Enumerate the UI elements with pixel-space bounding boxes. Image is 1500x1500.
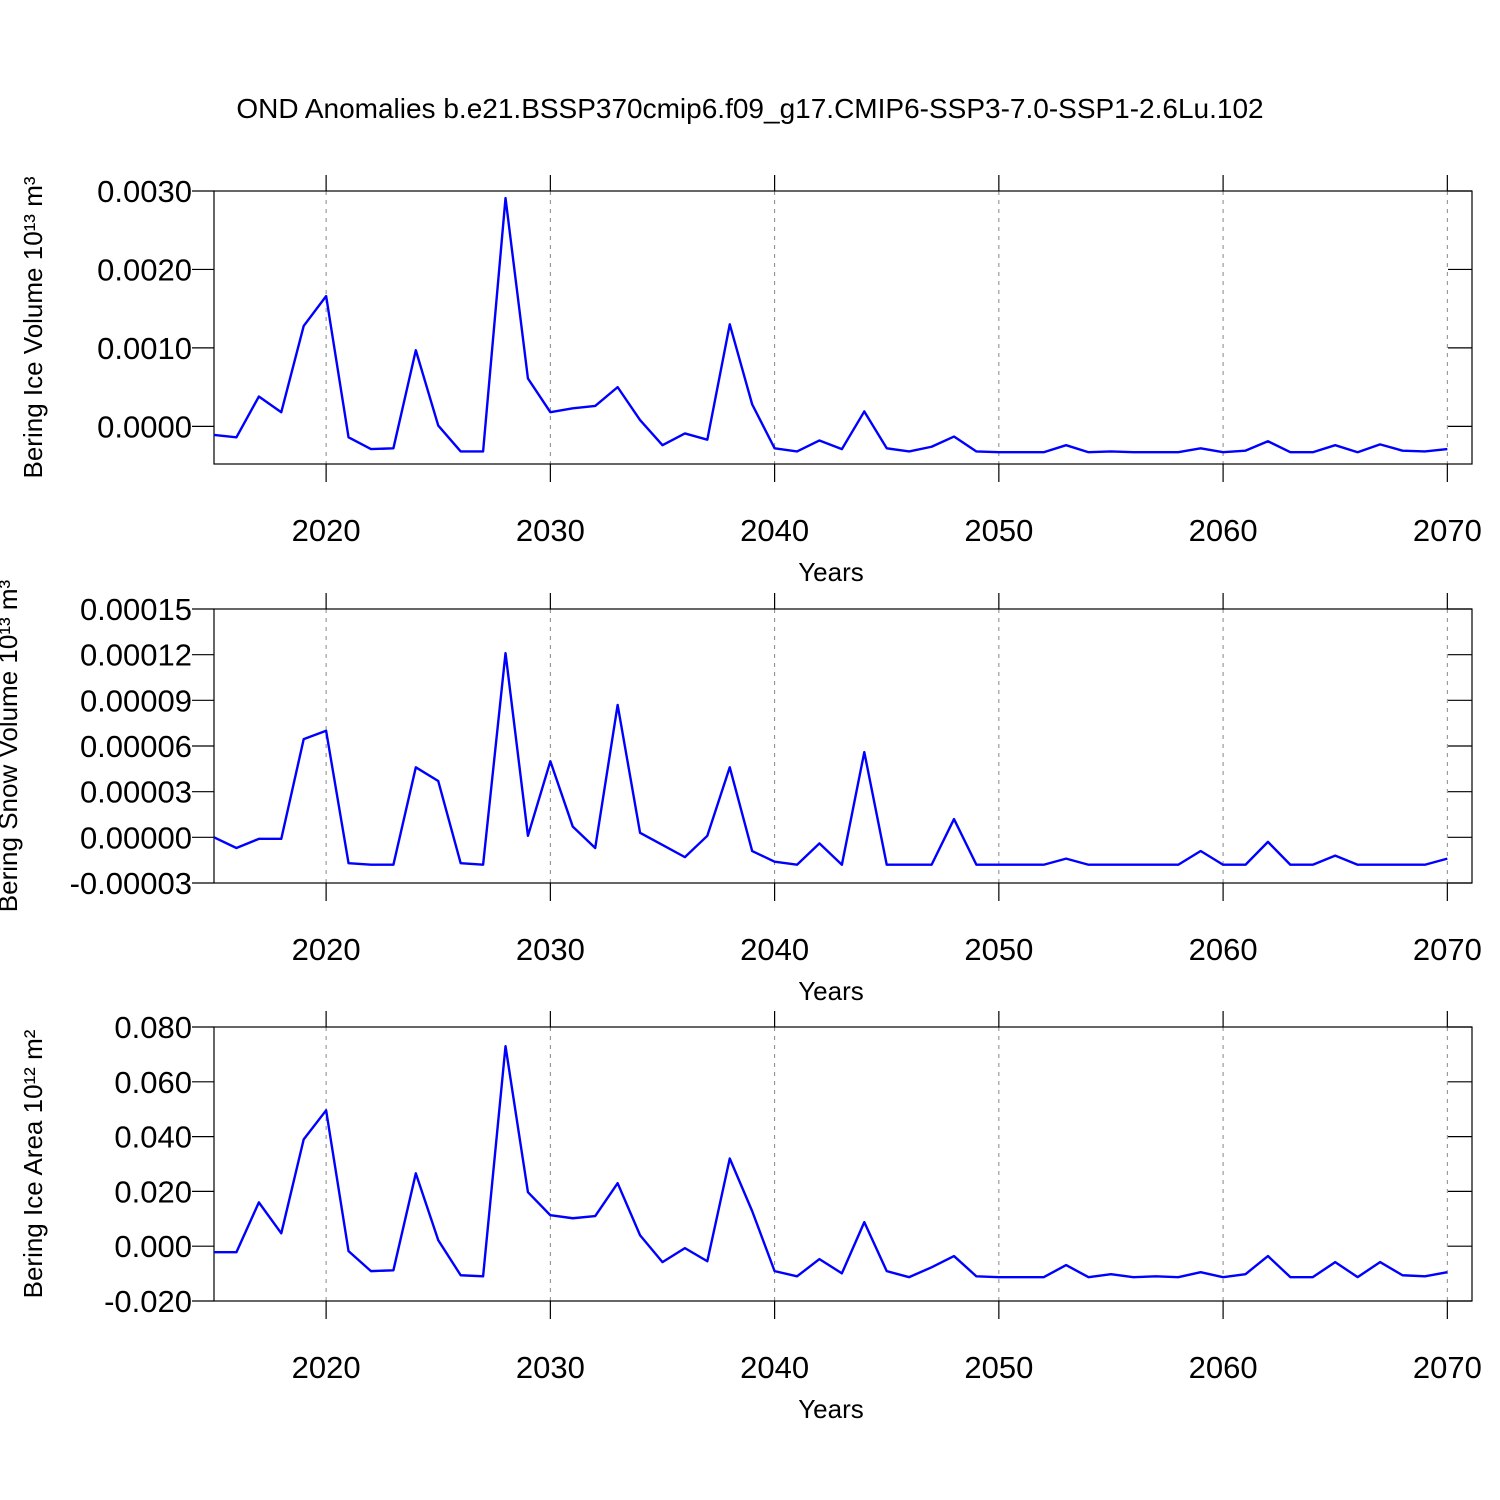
x-tick-label: 2070: [1413, 513, 1482, 548]
y-tick-label: 0.020: [114, 1174, 192, 1209]
plot-frame: [213, 190, 1473, 465]
x-tick-label: 2070: [1413, 1350, 1482, 1385]
y-tick-label: 0.040: [114, 1120, 192, 1155]
x-axis-label: Years: [798, 557, 864, 587]
x-tick-label: 2040: [740, 932, 809, 967]
y-tick-label: -0.020: [104, 1284, 192, 1319]
y-tick-label: 0.00012: [80, 638, 192, 673]
y-tick-label: 0.000: [114, 1229, 192, 1264]
panel: 2020 2030 2040 2050 2060 2070 0.0000 0.0010 0.00…: [18, 174, 1482, 587]
x-axis-label: Years: [798, 1394, 864, 1424]
y-tick-label: 0.0030: [97, 174, 192, 209]
y-tick-label: 0.080: [114, 1010, 192, 1045]
x-tick-label: 2060: [1189, 1350, 1258, 1385]
x-tick-label: 2040: [740, 1350, 809, 1385]
data-line: [213, 651, 1448, 866]
x-axis-label: Years: [798, 976, 864, 1006]
data-line: [214, 1044, 1448, 1279]
x-tick-label: 2020: [292, 932, 361, 967]
y-tick-label: 0.0000: [97, 409, 192, 444]
x-tick-label: 2030: [516, 513, 585, 548]
x-tick-label: 2040: [740, 513, 809, 548]
y-tick-label: 0.0020: [97, 252, 192, 287]
y-tick-label: 0.060: [114, 1065, 192, 1100]
y-tick-label: 0.00006: [80, 729, 192, 764]
x-tick-label: 2050: [964, 513, 1033, 548]
panel: 2020 2030 2040 2050 2060 2070 -0.020 0.000 0.020…: [18, 1010, 1482, 1424]
figure-title: OND Anomalies b.e21.BSSP370cmip6.f09_g17…: [236, 93, 1263, 124]
x-tick-label: 2030: [516, 1350, 585, 1385]
x-tick-label: 2020: [292, 513, 361, 548]
y-tick-label: 0.00003: [80, 775, 192, 810]
x-tick-label: 2050: [964, 1350, 1033, 1385]
y-tick-label: -0.00003: [70, 866, 192, 901]
y-tick-label: 0.00015: [80, 592, 192, 627]
x-tick-label: 2020: [292, 1350, 361, 1385]
x-tick-label: 2060: [1189, 513, 1258, 548]
plot-frame: [213, 608, 1473, 884]
y-tick-label: 0.0010: [97, 331, 192, 366]
data-line: [213, 196, 1448, 454]
y-tick-label: 0.00000: [80, 820, 192, 855]
plot-frame: [213, 1026, 1473, 1302]
y-axis-label: Bering Ice Volume 10¹³ m³: [18, 176, 48, 478]
x-tick-label: 2050: [964, 932, 1033, 967]
y-axis-label: Bering Snow Volume 10¹³ m³: [0, 579, 23, 912]
x-tick-label: 2070: [1413, 932, 1482, 967]
y-axis-label: Bering Ice Area 10¹² m²: [18, 1029, 48, 1298]
x-tick-label: 2030: [516, 932, 585, 967]
x-tick-label: 2060: [1189, 932, 1258, 967]
panel: 2020 2030 2040 2050 2060 2070 -0.00003 0.00000 0…: [0, 579, 1482, 1006]
y-tick-label: 0.00009: [80, 683, 192, 718]
